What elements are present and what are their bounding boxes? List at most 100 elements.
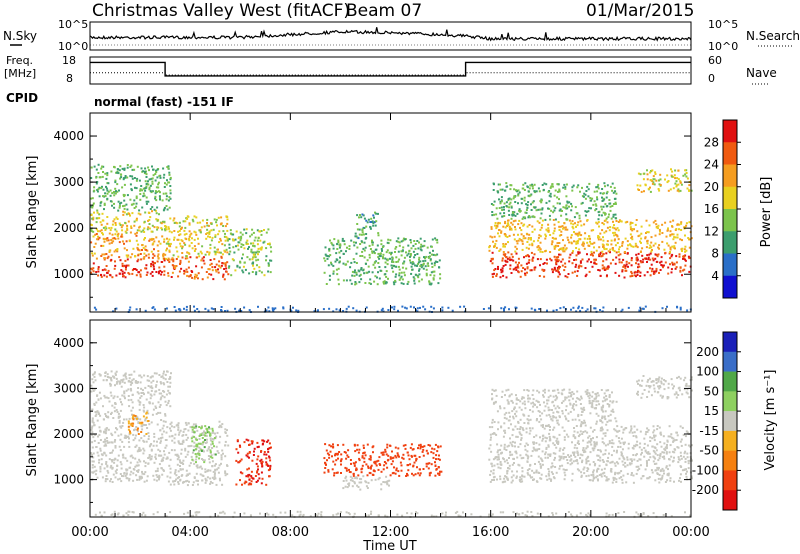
power-cell-r9 [670,255,673,258]
power-cell-r5 [208,251,211,254]
power-cell-r5 [213,218,216,221]
power-cell-r6 [256,239,259,242]
power-cell-r2 [106,222,109,225]
velocity-cell-r0 [155,474,158,477]
velocity-cell-r8 [559,465,561,468]
velocity-cell-r6 [439,445,442,448]
power-cell-r9 [682,269,684,272]
power-cell-r9 [593,251,595,254]
power-cell-r3 [165,192,168,195]
velocity-cell-r0 [137,470,140,473]
power-cell-r7 [368,253,371,256]
velocity-cell-r1 [124,397,126,400]
power-cell-r10 [572,223,575,226]
power-ground-cell [441,306,444,309]
power-cell-r9 [637,269,639,272]
power-cell-r11 [521,217,524,220]
velocity-cell-r3 [173,483,176,486]
velocity-cell-r0 [118,419,121,422]
power-cell-r10 [538,221,541,224]
velocity-cell-r6 [344,466,347,469]
velocity-cell-r3 [186,479,189,482]
power-cell-r1 [110,254,113,257]
velocity-cell-r1 [167,402,170,405]
power-cell-r11 [508,214,511,216]
power-ground-cell [533,308,536,311]
power-cell-r11 [539,200,542,203]
velocity-cell-r5 [251,459,254,462]
power-cell-r2 [114,228,117,231]
power-ground-cell [584,310,587,313]
velocity-cell-r1 [110,377,112,379]
velocity-cell-r8 [630,473,633,476]
power-cell-r4 [177,275,180,278]
power-cell-r6 [243,228,246,231]
power-cell-r11 [562,206,565,209]
power-cell-r10 [595,221,598,224]
power-cell-r3 [98,176,101,179]
power-cell-r6 [252,231,255,234]
power-cell-r7 [401,266,404,269]
power-cell-r7 [433,274,436,277]
velocity-cell-r8 [582,447,585,449]
velocity-cell-r7 [353,481,356,484]
velocity-cell-r8 [590,443,593,446]
power-cell-r5 [201,245,204,248]
velocity-cell-r5 [256,479,259,482]
power-cell-r9 [543,275,546,278]
velocity-cell-r6 [380,470,383,473]
velocity-cell-r3 [208,446,211,449]
power-cell-r10 [575,233,578,236]
power-ground-cell [620,310,623,313]
velocity-cell-r8 [576,459,578,462]
velocity-cell-r0 [91,471,94,474]
velocity-cell-r6 [325,449,328,452]
power-cell-r9 [510,272,513,274]
velocity-cell-r1 [160,375,163,378]
velocity-cell-r8 [606,429,609,432]
power-cell-r11 [545,183,548,186]
velocity-cell-r8 [611,481,614,484]
velocity-cell-r8 [684,457,687,460]
power-cell-r5 [213,250,216,253]
velocity-cell-r8 [666,440,669,443]
velocity-cell-r7 [345,475,348,478]
power-ground-cell [274,307,277,310]
velocity-cell-r8 [685,472,687,475]
power-cell-r10 [612,248,615,251]
power-cell-r7 [342,253,345,255]
power-cell-r10 [664,221,667,224]
velocity-cell-r8 [639,430,642,433]
power-cell-r10 [525,246,528,249]
power-cell-r12 [649,179,652,181]
power-cell-r5 [210,239,213,242]
power-cell-r2 [90,228,93,231]
power-cell-r7 [346,246,348,249]
velocity-cell-r6 [419,447,422,450]
power-cell-r5 [209,247,212,250]
power-ground-cell [152,306,155,309]
velocity-cell-r0 [132,472,135,475]
velocity-cell-r3 [177,433,180,436]
power-cell-r2 [160,227,163,230]
power-cell-r7 [414,273,417,276]
power-cell-r10 [629,226,632,229]
power-cell-r10 [552,219,555,221]
velocity-cell-r8 [605,479,608,482]
velocity-cell-r8 [491,465,494,468]
power-cell-r7 [349,266,352,269]
velocity-cell-r3 [181,468,184,471]
velocity-cell-r5 [262,442,264,445]
power-cell-r11 [499,183,501,186]
power-cell-r11 [612,213,615,216]
velocity-cell-r8 [574,455,577,458]
power-cell-r7 [401,250,404,253]
power-cell-r3 [162,176,165,179]
power-cell-r10 [679,238,682,241]
power-cell-r9 [539,264,541,267]
velocity-cell-r1 [137,387,140,389]
power-cell-r11 [530,209,533,211]
power-cell-r6 [252,261,255,264]
power-cell-r5 [168,244,170,247]
velocity-cell-r1 [167,385,170,388]
